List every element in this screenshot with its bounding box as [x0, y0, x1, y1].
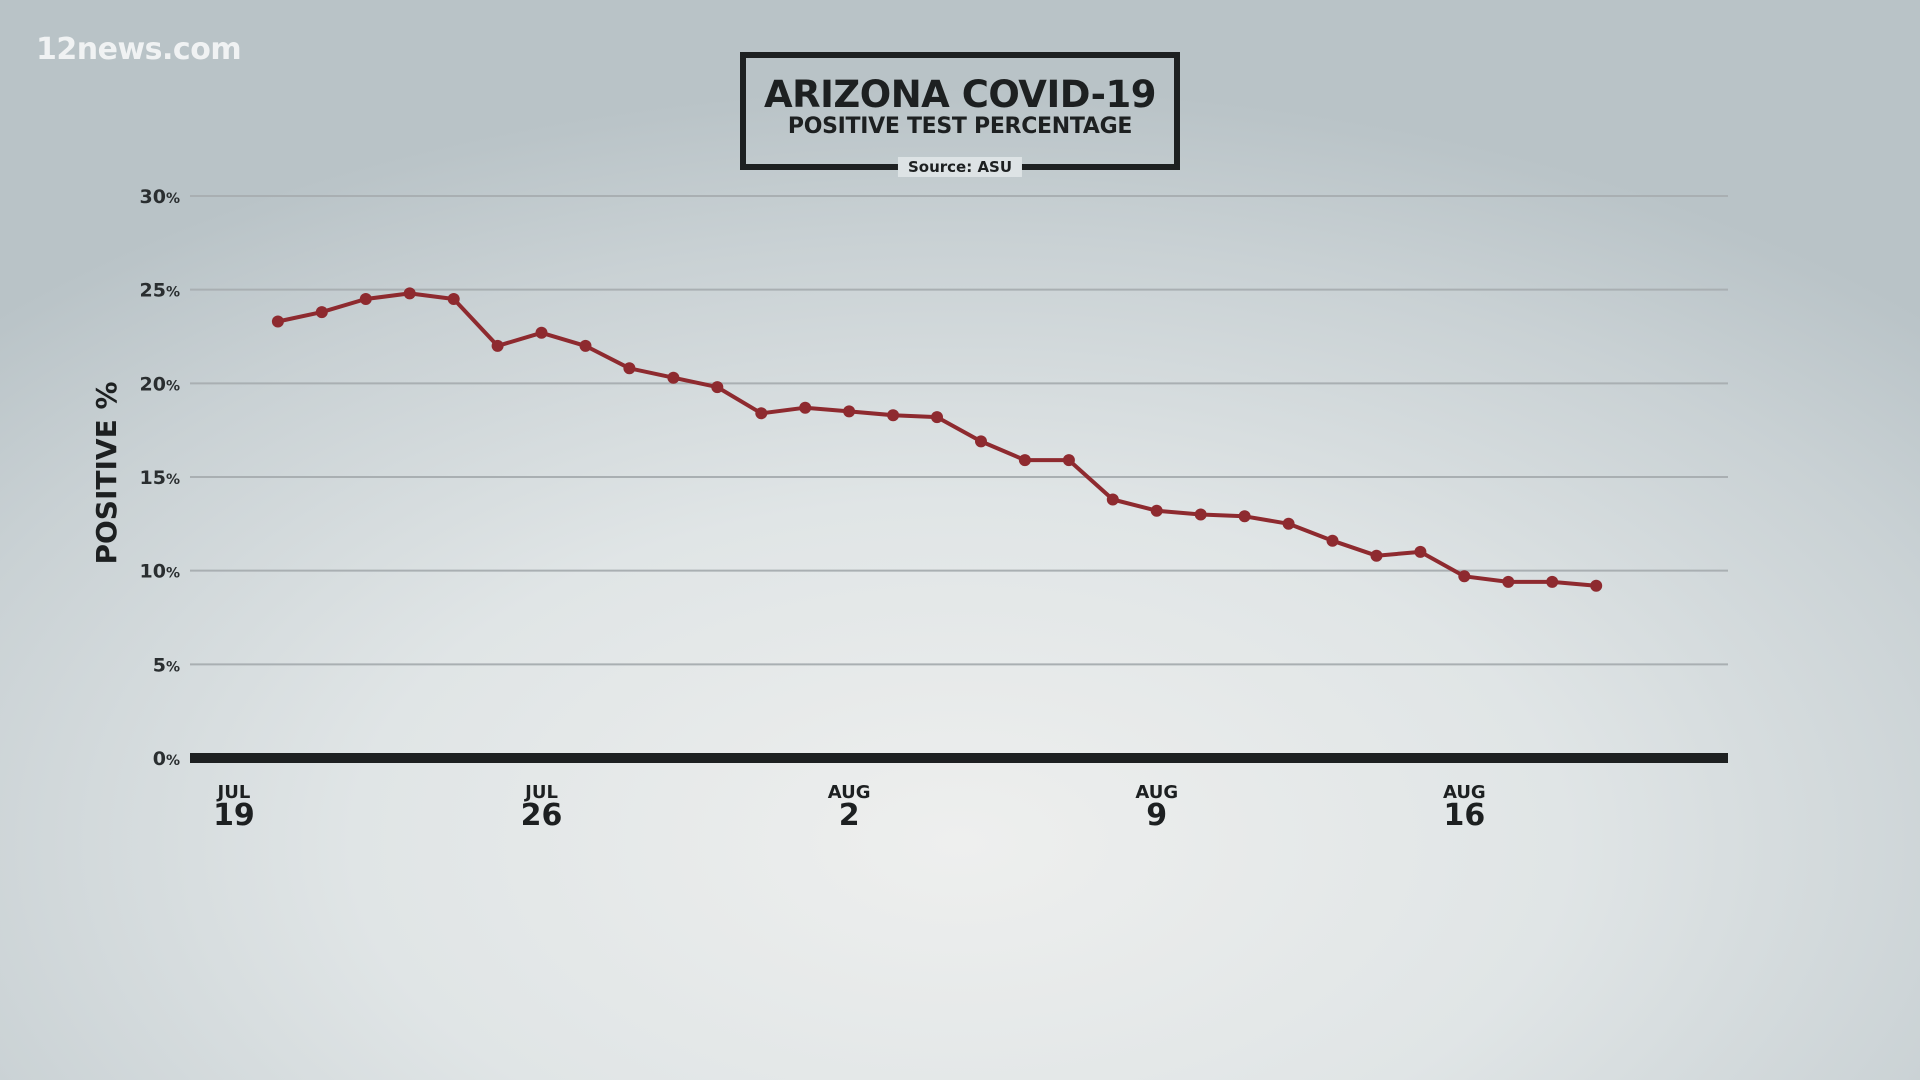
data-point	[1018, 454, 1031, 467]
y-tick-label: 10%	[140, 561, 180, 583]
chart-source: Source: ASU	[897, 157, 1023, 177]
data-point	[1150, 504, 1163, 517]
x-tick-day: 16	[1443, 798, 1485, 833]
x-tick-month: AUG	[828, 782, 871, 803]
data-point	[931, 411, 943, 424]
x-tick-month: AUG	[1135, 782, 1178, 803]
data-point	[1062, 454, 1075, 467]
data-point	[1326, 534, 1339, 547]
data-point	[887, 409, 900, 422]
data-point	[799, 401, 812, 414]
data-point	[447, 293, 460, 305]
grid-lines	[190, 195, 1728, 666]
y-tick-label: 0%	[153, 748, 180, 770]
y-tick-labels: 0% 5% 10% 15% 20% 25% 30%	[140, 186, 180, 770]
data-point	[1370, 549, 1383, 562]
y-tick-label: 20%	[140, 373, 180, 395]
data-point	[1282, 517, 1295, 530]
data-point	[1546, 575, 1559, 588]
data-point	[623, 362, 636, 375]
series-line	[275, 291, 1599, 588]
data-point	[1106, 493, 1119, 506]
data-point	[1502, 575, 1515, 588]
data-point	[359, 293, 372, 305]
x-tick-month: AUG	[1443, 782, 1486, 803]
x-tick-day: 19	[213, 798, 255, 833]
y-tick-label: 15%	[140, 467, 180, 489]
data-point	[1590, 579, 1603, 592]
chart-title-box: ARIZONA COVID-19 POSITIVE TEST PERCENTAG…	[740, 52, 1180, 177]
data-point	[667, 371, 680, 384]
x-axis-baseline	[190, 753, 1728, 763]
chart-title: ARIZONA COVID-19	[764, 73, 1156, 116]
data-point	[1194, 508, 1207, 521]
x-tick-day: 26	[521, 798, 563, 833]
x-tick-month: JUL	[216, 782, 251, 803]
series-points	[271, 287, 1603, 592]
data-point	[491, 339, 504, 352]
x-tick-day: 2	[839, 798, 860, 833]
y-tick-label: 5%	[153, 654, 180, 676]
data-point	[975, 435, 987, 448]
data-point	[535, 326, 548, 339]
chart-subtitle: POSITIVE TEST PERCENTAGE	[787, 114, 1133, 139]
y-axis-label: POSITIVE %	[90, 381, 123, 564]
data-point	[843, 405, 856, 418]
data-point	[1458, 570, 1471, 583]
data-point	[1238, 510, 1251, 523]
data-point	[711, 381, 724, 394]
y-tick-label: 25%	[140, 280, 180, 302]
x-tick-month: JUL	[523, 782, 558, 803]
data-point	[271, 315, 284, 328]
y-tick-label: 30%	[140, 186, 180, 208]
station-watermark: 12news.com	[36, 32, 242, 67]
data-point	[403, 287, 416, 300]
data-point	[755, 407, 768, 420]
data-point	[1414, 545, 1427, 558]
x-tick-day: 9	[1146, 798, 1167, 833]
data-point	[315, 306, 328, 319]
data-point	[579, 339, 592, 352]
